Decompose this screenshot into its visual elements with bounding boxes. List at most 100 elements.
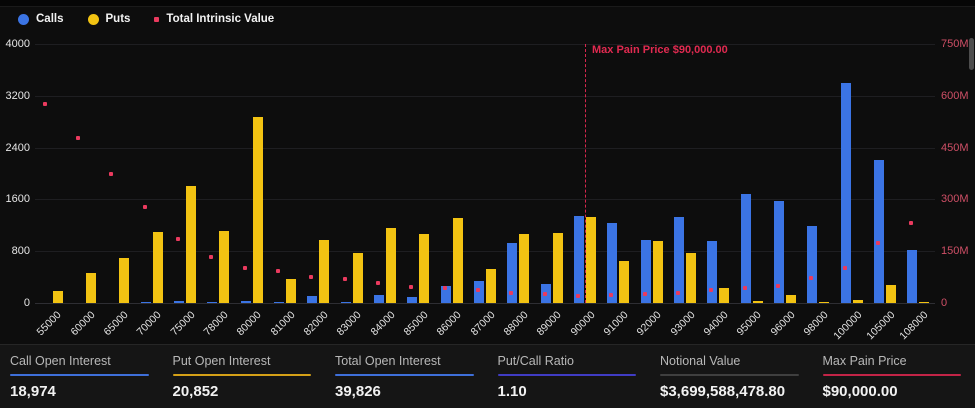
intrinsic-dot-94000[interactable]	[709, 287, 714, 292]
intrinsic-dot-93000[interactable]	[676, 290, 680, 295]
put-bar-70000[interactable]	[152, 232, 163, 303]
stat-value: 39,826	[335, 383, 381, 400]
put-bar-89000[interactable]	[552, 233, 563, 303]
put-bar-84000[interactable]	[386, 228, 396, 303]
put-bar-108000[interactable]	[919, 302, 930, 303]
gridline	[35, 251, 935, 253]
intrinsic-dot-78000[interactable]	[209, 254, 214, 259]
call-bar-95000[interactable]	[740, 194, 751, 303]
put-bar-92000[interactable]	[652, 241, 663, 303]
put-bar-85000[interactable]	[419, 234, 430, 303]
call-bar-78000[interactable]	[207, 302, 218, 303]
put-bar-98000[interactable]	[819, 302, 830, 303]
put-bar-86000[interactable]	[452, 218, 463, 303]
stat-put-call-ratio: Put/Call Ratio 1.10	[488, 345, 651, 408]
call-bar-81000[interactable]	[274, 302, 284, 303]
stat-notional-value: Notional Value $3,699,588,478.80	[650, 345, 813, 408]
call-bar-86000[interactable]	[440, 286, 451, 303]
put-bar-75000[interactable]	[186, 186, 196, 303]
intrinsic-dot-84000[interactable]	[376, 280, 380, 285]
intrinsic-dot-108000[interactable]	[909, 220, 914, 225]
put-bar-94000[interactable]	[719, 288, 730, 303]
gridline	[35, 95, 935, 97]
put-bar-60000[interactable]	[86, 273, 96, 303]
stat-underline	[172, 374, 311, 376]
call-bar-93000[interactable]	[674, 217, 684, 303]
call-bar-96000[interactable]	[774, 201, 784, 303]
scrollbar-thumb[interactable]	[969, 38, 974, 70]
call-bar-94000[interactable]	[707, 241, 718, 303]
x-axis-label: 85000	[401, 309, 431, 339]
call-bar-85000[interactable]	[407, 297, 418, 303]
put-bar-80000[interactable]	[252, 117, 263, 303]
x-axis-label: 84000	[368, 309, 398, 339]
intrinsic-dot-80000[interactable]	[242, 265, 247, 270]
max-pain-label: Max Pain Price $90,000.00	[592, 44, 728, 56]
intrinsic-dot-100000[interactable]	[842, 265, 847, 270]
legend-item-puts[interactable]: Puts	[87, 13, 130, 25]
intrinsic-dot-105000[interactable]	[876, 240, 880, 245]
intrinsic-dot-88000[interactable]	[509, 290, 514, 295]
calls-swatch-icon	[18, 13, 29, 25]
y-axis-right-label: 750M	[941, 38, 969, 50]
x-axis-label: 87000	[468, 309, 498, 339]
put-bar-81000[interactable]	[286, 279, 296, 303]
call-bar-91000[interactable]	[607, 223, 618, 303]
call-bar-80000[interactable]	[240, 301, 251, 303]
intrinsic-dot-90000[interactable]	[576, 294, 580, 299]
put-bar-82000[interactable]	[319, 240, 330, 303]
x-axis-label: 96000	[768, 309, 798, 339]
intrinsic-dot-85000[interactable]	[409, 284, 414, 289]
put-bar-78000[interactable]	[219, 231, 230, 303]
call-bar-98000[interactable]	[807, 226, 818, 303]
put-bar-105000[interactable]	[886, 285, 896, 303]
call-bar-100000[interactable]	[840, 83, 851, 303]
legend-item-calls[interactable]: Calls	[18, 13, 64, 25]
call-bar-87000[interactable]	[474, 281, 484, 303]
intrinsic-dot-75000[interactable]	[176, 236, 180, 241]
intrinsic-dot-96000[interactable]	[776, 283, 780, 288]
put-bar-96000[interactable]	[786, 295, 796, 303]
put-bar-83000[interactable]	[352, 253, 363, 303]
put-bar-65000[interactable]	[119, 258, 130, 303]
x-axis-label: 98000	[801, 309, 831, 339]
intrinsic-dot-91000[interactable]	[609, 293, 614, 298]
stat-underline	[660, 374, 799, 376]
gridline	[35, 199, 935, 201]
intrinsic-dot-87000[interactable]	[476, 287, 480, 292]
call-bar-83000[interactable]	[340, 302, 351, 303]
call-bar-82000[interactable]	[307, 296, 318, 303]
intrinsic-dot-98000[interactable]	[809, 275, 814, 280]
call-bar-108000[interactable]	[907, 250, 918, 303]
call-bar-84000[interactable]	[374, 295, 384, 303]
call-bar-75000[interactable]	[174, 301, 184, 303]
put-bar-100000[interactable]	[852, 300, 863, 303]
call-bar-70000[interactable]	[140, 302, 151, 303]
call-bar-92000[interactable]	[640, 240, 651, 303]
stat-underline	[335, 374, 474, 376]
y-axis-right-label: 450M	[941, 141, 969, 154]
intrinsic-dot-86000[interactable]	[442, 286, 447, 291]
intrinsic-dot-82000[interactable]	[309, 274, 314, 279]
intrinsic-dot-92000[interactable]	[642, 291, 647, 296]
intrinsic-dot-70000[interactable]	[142, 205, 147, 210]
intrinsic-dot-81000[interactable]	[276, 268, 280, 273]
intrinsic-dot-95000[interactable]	[742, 285, 747, 290]
put-bar-95000[interactable]	[752, 301, 763, 303]
call-bar-105000[interactable]	[874, 160, 884, 303]
legend-item-intrinsic[interactable]: Total Intrinsic Value	[154, 13, 274, 25]
call-bar-88000[interactable]	[507, 243, 518, 303]
intrinsic-dot-89000[interactable]	[542, 292, 547, 297]
x-axis-label: 90000	[568, 309, 598, 339]
put-bar-88000[interactable]	[519, 234, 530, 303]
put-bar-90000[interactable]	[586, 217, 596, 303]
put-bar-93000[interactable]	[686, 253, 696, 303]
intrinsic-dot-83000[interactable]	[342, 276, 347, 281]
put-bar-55000[interactable]	[52, 291, 63, 303]
intrinsic-dot-60000[interactable]	[76, 135, 80, 140]
intrinsic-dot-65000[interactable]	[109, 172, 114, 177]
put-bar-87000[interactable]	[486, 269, 496, 303]
intrinsic-dot-55000[interactable]	[42, 101, 47, 106]
put-bar-91000[interactable]	[619, 261, 630, 303]
call-bar-90000[interactable]	[574, 216, 584, 303]
